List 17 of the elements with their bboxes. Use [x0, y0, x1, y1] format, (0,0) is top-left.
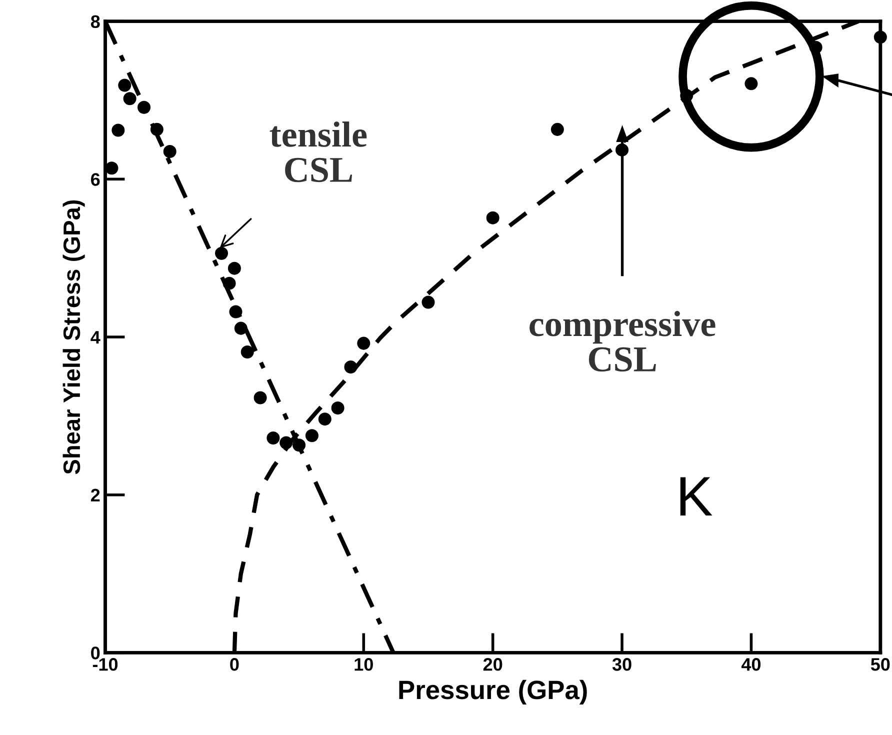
x-tick-label: 50 — [870, 658, 890, 671]
y-tick-label: 6 — [91, 173, 100, 186]
annotation: tensile CSL — [270, 121, 367, 182]
y-tick-label: 8 — [90, 15, 100, 28]
y-tick-label: 4 — [90, 331, 100, 344]
x-tick-label: 30 — [612, 658, 632, 671]
x-tick-label: 40 — [741, 658, 761, 671]
x-axis-title: Pressure (GPa) — [399, 680, 587, 705]
x-tick-label: -10 — [92, 658, 118, 671]
x-tick-label: 0 — [230, 658, 239, 671]
annotation: K — [680, 477, 712, 516]
y-axis-title: Shear Yield Stress (GPa) — [62, 200, 85, 474]
annotation: compressive CSL — [530, 310, 716, 372]
x-tick-label: 10 — [354, 658, 373, 671]
x-tick-label: 20 — [483, 658, 502, 671]
y-tick-label: 0 — [91, 646, 100, 660]
y-tick-label: 2 — [90, 488, 100, 502]
